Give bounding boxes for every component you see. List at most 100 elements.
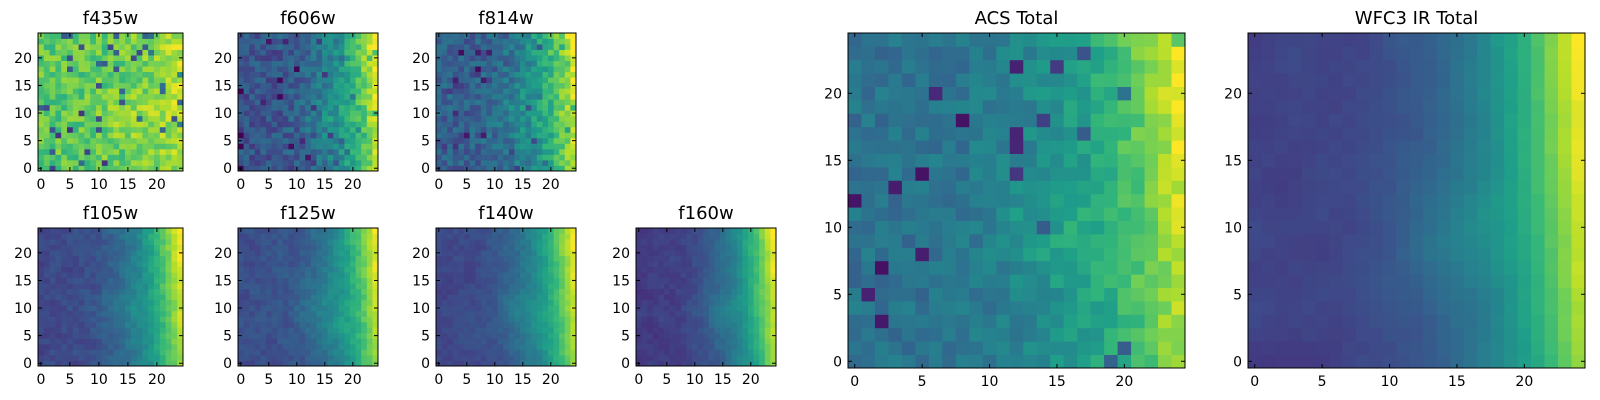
heatmap-cell (669, 277, 676, 284)
heatmap-cell (497, 349, 504, 356)
heatmap-cell (55, 165, 62, 172)
heatmap-cell (55, 38, 62, 45)
x-tick-label: 15 (119, 177, 137, 193)
heatmap-cell (464, 250, 470, 256)
heatmap-cell (725, 321, 732, 328)
heatmap-cell (1063, 167, 1078, 181)
heatmap-cell (136, 104, 143, 111)
heatmap-cell (503, 55, 510, 61)
heatmap-cell (266, 104, 272, 111)
heatmap-cell (90, 266, 97, 273)
heatmap-cell (888, 207, 903, 221)
heatmap-cell (154, 266, 161, 273)
heatmap-cell (525, 261, 532, 268)
heatmap-cell (338, 299, 345, 306)
heatmap-cell (486, 244, 493, 251)
heatmap-cell (861, 327, 876, 342)
heatmap-cell (171, 321, 178, 328)
heatmap-cell (486, 148, 493, 155)
heatmap-cell (277, 44, 284, 50)
heatmap-cell (282, 33, 289, 39)
heatmap-cell (305, 126, 312, 133)
heatmap-cell (636, 272, 642, 279)
heatmap-cell (130, 332, 137, 339)
heatmap-cell (288, 228, 295, 234)
heatmap-cell (486, 82, 493, 89)
heatmap-cell (344, 132, 351, 139)
heatmap-cell (67, 77, 74, 84)
heatmap-cell (344, 349, 351, 356)
heatmap-cell (72, 277, 79, 284)
heatmap-cell (901, 207, 916, 221)
heatmap-cell (119, 137, 126, 144)
heatmap-cell (136, 261, 143, 268)
heatmap-cell (113, 99, 120, 106)
heatmap-cell (333, 327, 340, 334)
heatmap-cell (669, 283, 676, 290)
y-tick-label: 10 (412, 106, 430, 122)
heatmap-cell (249, 310, 256, 317)
heatmap-cell (125, 239, 132, 245)
heatmap-cell (165, 349, 172, 356)
heatmap-cell (43, 261, 50, 268)
heatmap-cell (714, 294, 721, 301)
heatmap-cell (277, 88, 284, 95)
heatmap-cell (742, 294, 749, 301)
heatmap-cell (492, 132, 498, 139)
heatmap-cell (680, 272, 687, 279)
heatmap-cell (469, 255, 476, 262)
heatmap-cell (686, 239, 693, 245)
heatmap-cell (316, 137, 323, 144)
heatmap-cell (542, 121, 549, 128)
heatmap-cell (447, 159, 454, 166)
heatmap-cell (72, 148, 79, 155)
heatmap-cell (520, 143, 526, 150)
heatmap-cell (536, 283, 543, 290)
heatmap-cell (753, 327, 760, 334)
heatmap-cell (658, 250, 665, 256)
heatmap-cell (294, 159, 300, 166)
heatmap-cell (72, 126, 79, 133)
heatmap-cell (338, 360, 345, 367)
heatmap-cell (486, 88, 493, 95)
heatmap-cell (664, 294, 670, 301)
heatmap-cell (338, 305, 345, 312)
heatmap-cell (675, 272, 682, 279)
heatmap-cell (508, 71, 515, 78)
heatmap-cell (514, 115, 521, 122)
heatmap-cell (38, 154, 45, 161)
heatmap-cell (327, 82, 334, 89)
heatmap-cell (38, 310, 45, 317)
heatmap-cell (508, 360, 515, 367)
heatmap-cell (503, 288, 510, 295)
heatmap-cell (520, 60, 526, 67)
heatmap-cell (266, 143, 272, 150)
heatmap-cell (243, 261, 250, 268)
heatmap-cell (78, 121, 85, 128)
heatmap-cell (503, 255, 510, 262)
heatmap-cell (61, 233, 68, 240)
x-tick-label: 15 (119, 372, 137, 388)
heatmap-cell (458, 165, 465, 172)
heatmap-cell (497, 110, 504, 117)
heatmap-cell (113, 288, 120, 295)
heatmap-cell (101, 115, 108, 122)
heatmap-cell (72, 233, 79, 240)
heatmap-cell (480, 38, 487, 45)
heatmap-cell (503, 244, 510, 251)
heatmap-cell (271, 316, 278, 323)
heatmap-cell (72, 250, 79, 256)
heatmap-cell (525, 110, 532, 117)
heatmap-cell (243, 93, 250, 100)
heatmap-cell (736, 321, 743, 328)
heatmap-cell (452, 71, 459, 78)
heatmap-cell (458, 332, 465, 339)
heatmap-cell (119, 99, 126, 106)
heatmap-cell (49, 343, 56, 350)
heatmap-cell (564, 272, 571, 279)
heatmap-cell (67, 38, 74, 45)
heatmap-cell (294, 66, 300, 73)
heatmap-cell (43, 88, 50, 95)
heatmap-cell (436, 255, 442, 262)
heatmap-cell (742, 349, 749, 356)
